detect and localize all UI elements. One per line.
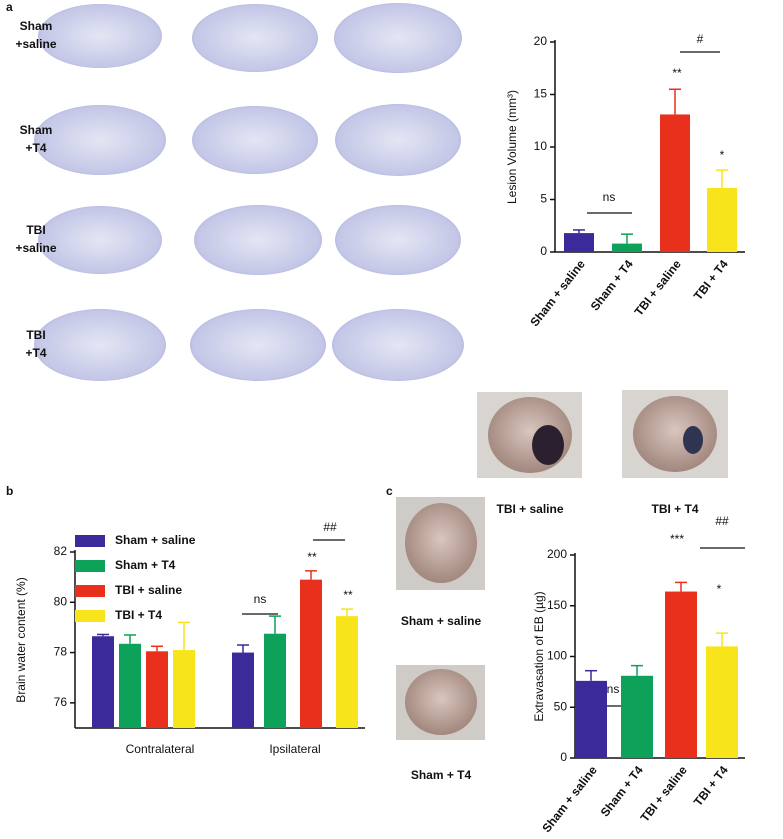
- y-axis-label: Lesion Volume (mm³): [505, 90, 519, 204]
- bar: [564, 233, 594, 252]
- y-axis-label: Extravasation of EB (µg): [532, 591, 546, 721]
- y-tick-label: 200: [547, 547, 567, 561]
- x-tick-label: Ipsilateral: [269, 742, 320, 756]
- y-tick-label: 78: [54, 645, 68, 659]
- legend-label: Sham + T4: [115, 558, 176, 572]
- significance-label: ##: [323, 520, 337, 534]
- bar: [612, 243, 642, 252]
- bar: [300, 579, 322, 728]
- y-tick-label: 76: [54, 695, 68, 709]
- significance-label: **: [307, 550, 317, 564]
- row-label: +T4: [25, 141, 46, 155]
- bar: [92, 636, 114, 728]
- y-axis-label: Brain water content (%): [14, 577, 28, 702]
- significance-label: ***: [670, 532, 684, 546]
- legend-label: TBI + T4: [115, 608, 162, 622]
- legend-swatch: [75, 535, 105, 547]
- y-tick-label: 0: [560, 750, 567, 764]
- row-label: Sham: [20, 19, 53, 33]
- row-label: Sham: [20, 123, 53, 137]
- slice-images: [34, 3, 464, 381]
- panel-label: a: [6, 0, 13, 14]
- y-tick-label: 5: [540, 192, 547, 206]
- x-tick-label: Sham + T4: [598, 763, 646, 819]
- bar: [660, 114, 690, 252]
- significance-label: ##: [715, 514, 729, 528]
- legend-label: Sham + saline: [115, 533, 196, 547]
- significance-label: *: [717, 582, 722, 596]
- x-tick-label: Sham + T4: [588, 257, 636, 313]
- y-tick-label: 150: [547, 598, 567, 612]
- bar: [264, 633, 286, 728]
- significance-label: *: [720, 148, 725, 162]
- bar: [706, 646, 738, 758]
- y-tick-label: 82: [54, 544, 68, 558]
- x-tick-label: Sham + saline: [527, 257, 588, 329]
- y-tick-label: 100: [547, 649, 567, 663]
- photo-caption: TBI + saline: [496, 502, 563, 516]
- photo-caption: Sham + saline: [401, 614, 482, 628]
- significance-label: ns: [603, 190, 616, 204]
- legend-swatch: [75, 610, 105, 622]
- bar: [119, 643, 141, 728]
- photo-caption: Sham + T4: [411, 768, 472, 782]
- row-label: TBI: [26, 223, 45, 237]
- bar: [146, 651, 168, 728]
- photo-caption: TBI + T4: [651, 502, 698, 516]
- significance-label: **: [672, 66, 682, 80]
- bar: [665, 591, 697, 758]
- y-tick-label: 0: [540, 244, 547, 258]
- row-label: +saline: [15, 241, 56, 255]
- bar: [621, 675, 653, 758]
- x-tick-label: Sham + saline: [539, 763, 600, 835]
- legend-swatch: [75, 560, 105, 572]
- x-tick-label: Contralateral: [126, 742, 195, 756]
- row-label: +saline: [15, 37, 56, 51]
- significance-label: ns: [254, 592, 267, 606]
- x-tick-label: TBI + saline: [632, 257, 684, 319]
- legend-swatch: [75, 585, 105, 597]
- panel-label: c: [386, 484, 393, 498]
- significance-label: ns: [607, 682, 620, 696]
- panel-label: b: [6, 484, 13, 498]
- bar: [336, 616, 358, 728]
- bar: [232, 652, 254, 728]
- legend-label: TBI + saline: [115, 583, 182, 597]
- bar: [707, 187, 737, 252]
- y-tick-label: 50: [554, 699, 568, 713]
- bar: [173, 650, 195, 728]
- y-tick-label: 15: [534, 87, 548, 101]
- y-tick-label: 10: [534, 139, 548, 153]
- y-tick-label: 80: [54, 594, 68, 608]
- bar: [575, 680, 607, 758]
- row-label: +T4: [25, 346, 46, 360]
- x-tick-label: TBI + T4: [691, 763, 731, 809]
- x-tick-label: TBI + T4: [691, 257, 731, 303]
- brain-photos: [396, 390, 728, 740]
- y-tick-label: 20: [534, 34, 548, 48]
- significance-label: **: [343, 588, 353, 602]
- row-label: TBI: [26, 328, 45, 342]
- significance-label: #: [697, 32, 704, 46]
